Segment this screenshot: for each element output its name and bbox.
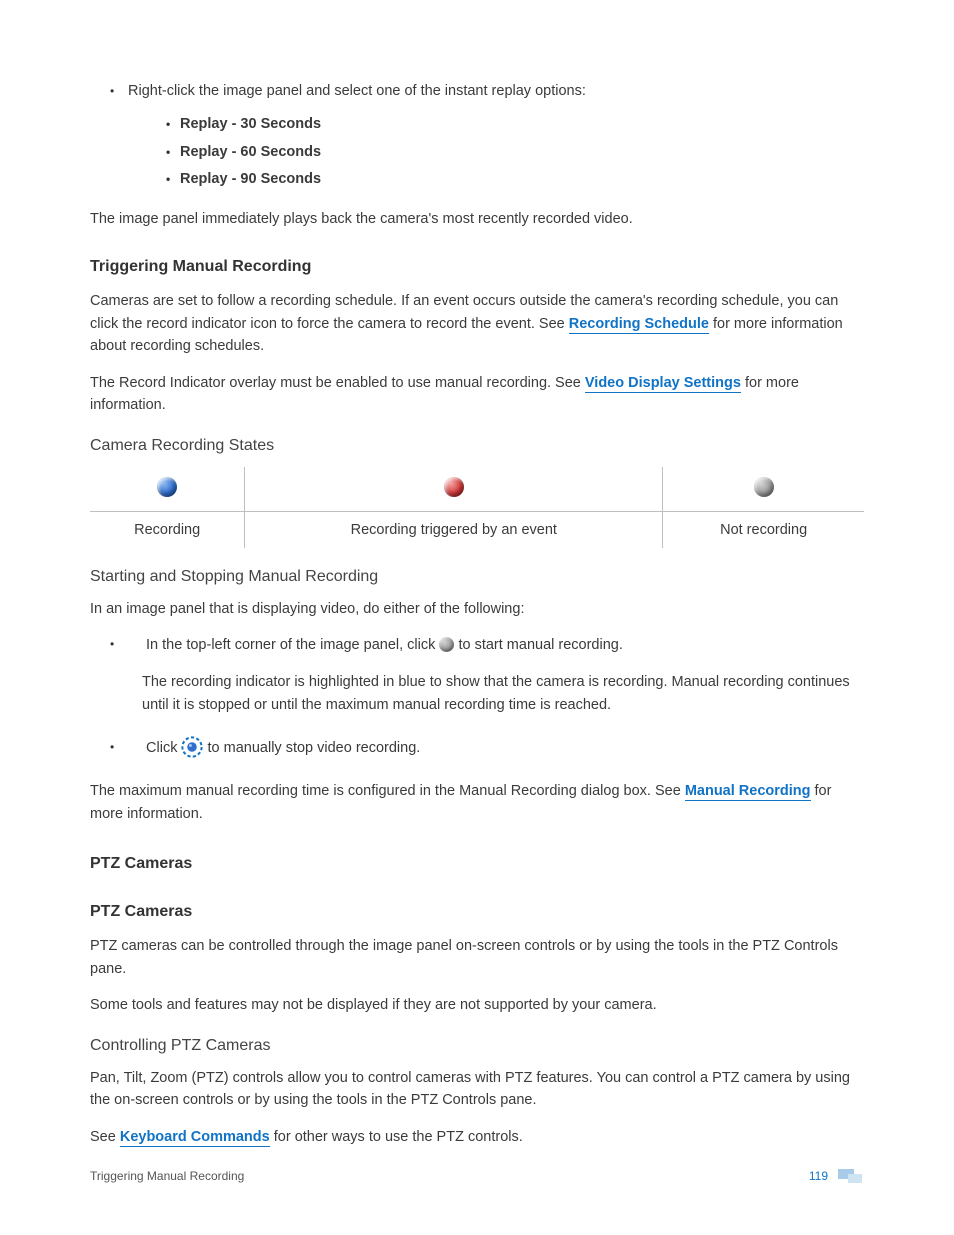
step-text: Click to manually stop video recording. xyxy=(128,740,420,756)
record-stop-icon xyxy=(181,736,203,758)
ptz-para-4: See Keyboard Commands for other ways to … xyxy=(90,1126,864,1148)
doc-page: Right-click the image panel and select o… xyxy=(0,0,954,1235)
state-label: Not recording xyxy=(663,511,864,548)
text: The Record Indicator overlay must be ena… xyxy=(90,375,585,391)
list-item: Right-click the image panel and select o… xyxy=(124,80,864,194)
state-icon-cell xyxy=(90,467,245,512)
ptz-para-1: PTZ cameras can be controlled through th… xyxy=(90,935,864,980)
heading-ptz: PTZ Cameras xyxy=(90,903,864,921)
link-manual-recording[interactable]: Manual Recording xyxy=(685,783,811,801)
footer-page-area: 119 xyxy=(809,1169,864,1183)
step-detail: The recording indicator is highlighted i… xyxy=(124,671,864,716)
recording-icon-red xyxy=(444,477,464,497)
step-text: In the top-left corner of the image pane… xyxy=(128,637,623,653)
ptz-para-2: Some tools and features may not be displ… xyxy=(90,994,864,1016)
link-keyboard-commands[interactable]: Keyboard Commands xyxy=(120,1129,270,1147)
page-footer: Triggering Manual Recording 119 xyxy=(90,1169,864,1183)
replay-followup: The image panel immediately plays back t… xyxy=(90,208,864,230)
state-icon-cell xyxy=(245,467,663,512)
replay-option: Replay - 60 Seconds xyxy=(180,139,864,167)
footer-logo-icon xyxy=(838,1169,864,1183)
heading-controlling-ptz: Controlling PTZ Cameras xyxy=(90,1037,864,1055)
text: Click xyxy=(146,740,181,756)
heading-camera-states: Camera Recording States xyxy=(90,437,864,455)
heading-start-stop: Starting and Stopping Manual Recording xyxy=(90,568,864,586)
recording-icon-gray xyxy=(754,477,774,497)
replay-lead: Right-click the image panel and select o… xyxy=(128,83,586,99)
state-label: Recording triggered by an event xyxy=(245,511,663,548)
list-item: Click to manually stop video recording. xyxy=(124,736,864,760)
replay-option: Replay - 90 Seconds xyxy=(180,166,864,194)
text: See xyxy=(90,1129,120,1145)
text: The maximum manual recording time is con… xyxy=(90,783,685,799)
replay-option: Replay - 30 Seconds xyxy=(180,111,864,139)
record-start-icon xyxy=(439,637,454,652)
startstop-after: The maximum manual recording time is con… xyxy=(90,780,864,825)
heading-triggering: Triggering Manual Recording xyxy=(90,258,864,276)
link-video-display-settings[interactable]: Video Display Settings xyxy=(585,375,741,393)
text: to manually stop video recording. xyxy=(203,740,420,756)
recording-states-table: Recording Recording triggered by an even… xyxy=(90,467,864,548)
text: In the top-left corner of the image pane… xyxy=(146,637,439,653)
ptz-para-3: Pan, Tilt, Zoom (PTZ) controls allow you… xyxy=(90,1067,864,1112)
footer-section-title: Triggering Manual Recording xyxy=(90,1169,244,1183)
state-label: Recording xyxy=(90,511,245,548)
link-recording-schedule[interactable]: Recording Schedule xyxy=(569,316,709,334)
triggering-para-2: The Record Indicator overlay must be ena… xyxy=(90,372,864,417)
text: to start manual recording. xyxy=(454,637,622,653)
list-item: In the top-left corner of the image pane… xyxy=(124,634,864,716)
triggering-para-1: Cameras are set to follow a recording sc… xyxy=(90,290,864,357)
heading-ptz: PTZ Cameras xyxy=(90,855,864,873)
instant-replay-list: Right-click the image panel and select o… xyxy=(90,80,864,194)
startstop-lead: In an image panel that is displaying vid… xyxy=(90,598,864,620)
text: for other ways to use the PTZ controls. xyxy=(270,1129,523,1145)
startstop-steps: In the top-left corner of the image pane… xyxy=(90,634,864,760)
recording-icon-blue xyxy=(157,477,177,497)
replay-options-list: Replay - 30 Seconds Replay - 60 Seconds … xyxy=(124,111,864,194)
page-number: 119 xyxy=(809,1169,828,1183)
state-icon-cell xyxy=(663,467,864,512)
